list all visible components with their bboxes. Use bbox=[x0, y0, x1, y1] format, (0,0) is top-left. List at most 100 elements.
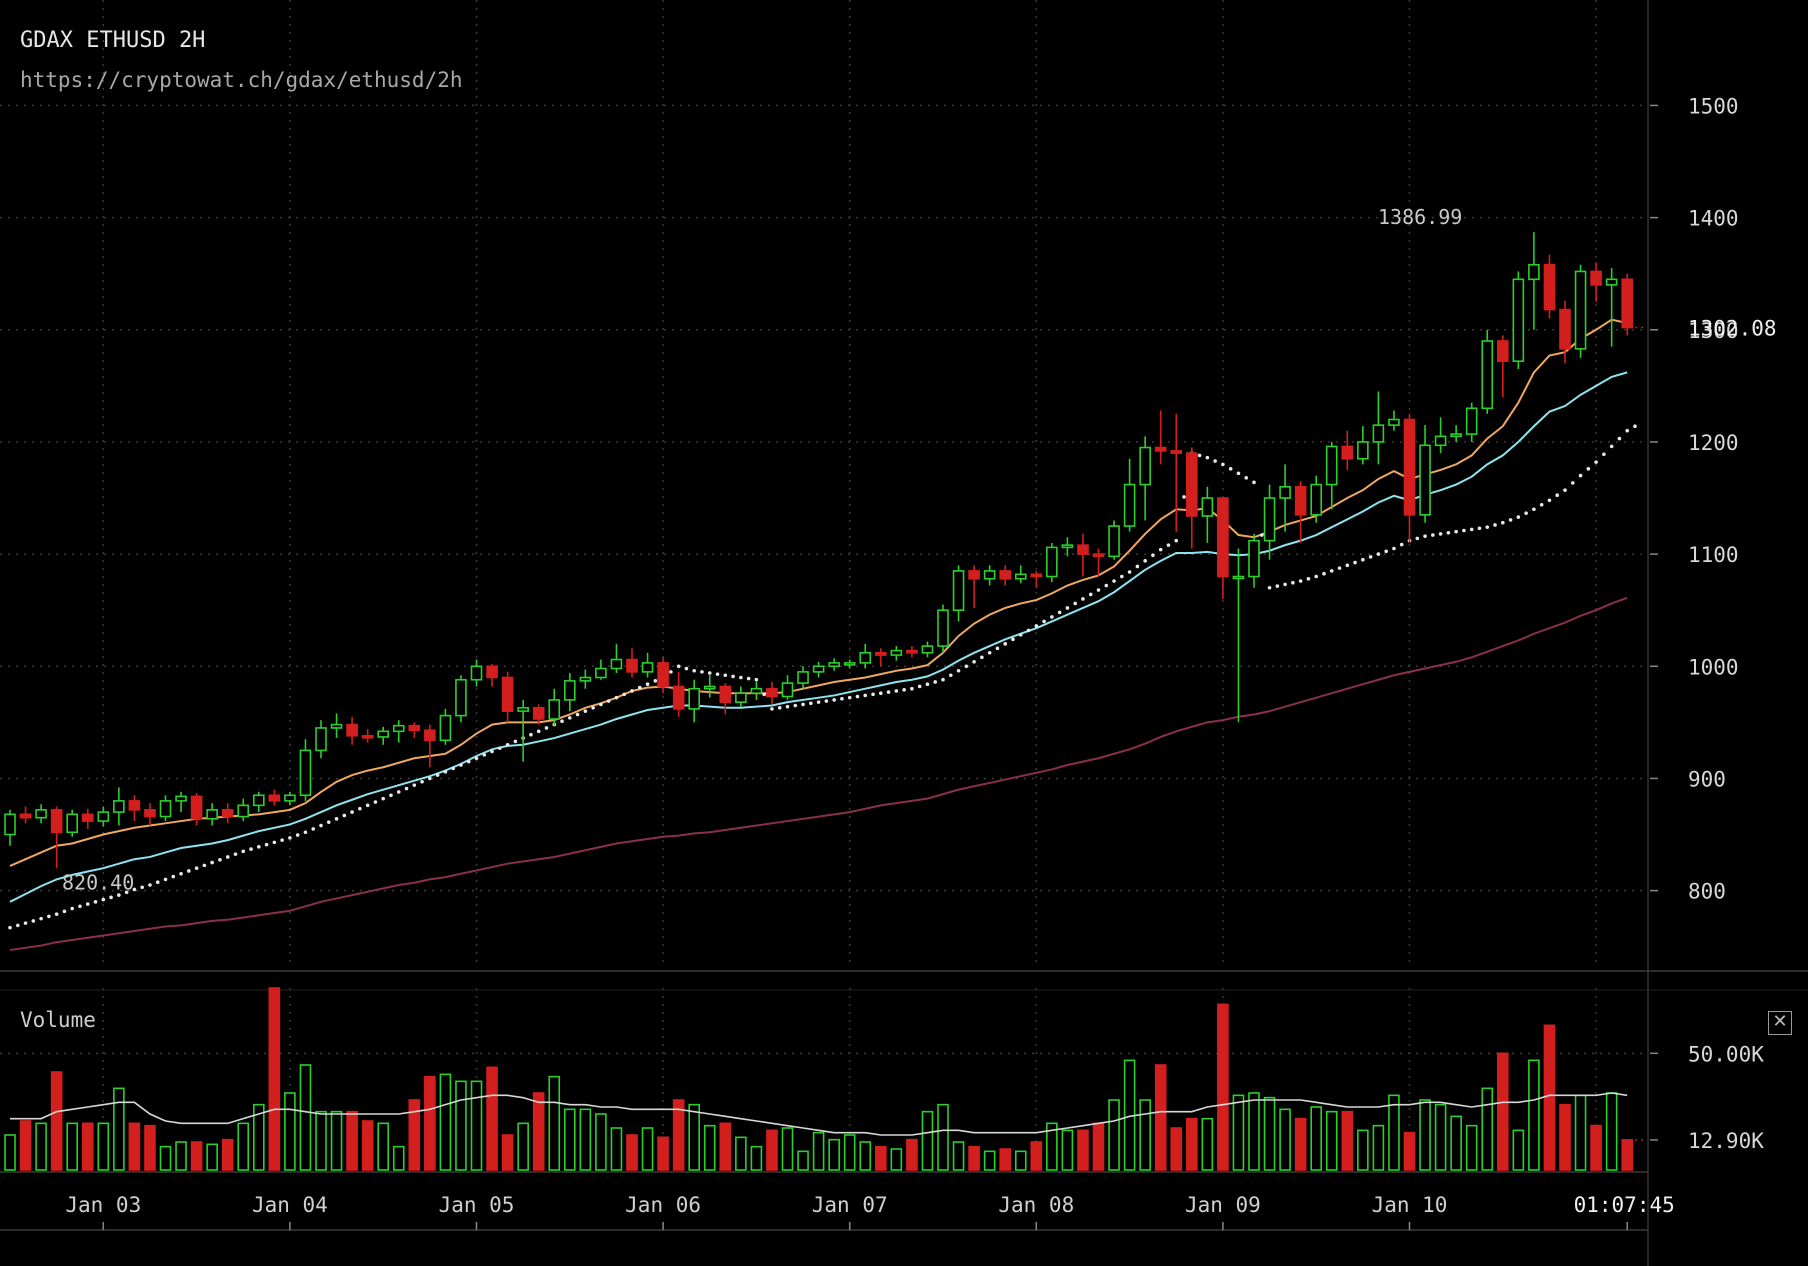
volume-bar bbox=[1481, 1087, 1494, 1171]
volume-bar bbox=[175, 1141, 187, 1171]
sar-dot bbox=[451, 766, 455, 771]
chart-url[interactable]: https://cryptowat.ch/gdax/ethusd/2h bbox=[20, 68, 463, 92]
low-price-annotation: 820.40 bbox=[62, 871, 134, 895]
sar-dot bbox=[218, 857, 222, 862]
sar-dot bbox=[956, 668, 961, 673]
candle-body bbox=[1217, 497, 1229, 578]
volume-bar bbox=[1294, 1117, 1307, 1171]
volume-tick-label: 12.90K bbox=[1688, 1129, 1764, 1153]
close-icon[interactable]: ✕ bbox=[1768, 1011, 1792, 1035]
candle bbox=[392, 720, 405, 743]
candle bbox=[284, 791, 296, 806]
candle-body bbox=[672, 685, 685, 710]
candle bbox=[626, 648, 638, 678]
volume-bar bbox=[190, 1141, 203, 1171]
sar-dot bbox=[466, 759, 471, 764]
candle-body bbox=[1403, 418, 1416, 516]
candle bbox=[81, 808, 94, 829]
candle-body bbox=[952, 570, 965, 611]
candle-body bbox=[563, 680, 576, 701]
sar-dot bbox=[1415, 536, 1420, 541]
sar-dot bbox=[15, 923, 20, 928]
candle bbox=[377, 726, 390, 745]
candle-body bbox=[937, 609, 949, 647]
sar-dot bbox=[1205, 455, 1210, 460]
candle bbox=[1605, 268, 1618, 347]
candle bbox=[501, 671, 514, 723]
candle bbox=[1372, 391, 1385, 465]
sar-dot bbox=[23, 921, 28, 925]
volume-bar bbox=[330, 1110, 343, 1171]
sar-dot bbox=[910, 686, 914, 691]
volume-bar bbox=[1372, 1124, 1385, 1171]
sar-dot bbox=[443, 769, 448, 774]
sar-dot bbox=[669, 670, 673, 674]
candle bbox=[781, 675, 794, 700]
candle bbox=[688, 679, 701, 723]
volume-bar bbox=[641, 1127, 654, 1171]
sar-dot bbox=[179, 871, 183, 876]
sar-dot bbox=[692, 668, 696, 673]
sar-dot bbox=[1392, 546, 1396, 551]
candle-body bbox=[1294, 486, 1307, 516]
volume-bar bbox=[859, 1141, 872, 1171]
sar-dot bbox=[832, 698, 836, 702]
volume-bar bbox=[657, 1136, 669, 1171]
candle bbox=[1092, 548, 1105, 577]
candle bbox=[455, 675, 467, 723]
sar-dot bbox=[987, 651, 992, 655]
sar-dot bbox=[1617, 436, 1622, 441]
candle bbox=[843, 659, 856, 669]
candle-body bbox=[1590, 270, 1602, 286]
ema-line bbox=[9, 318, 1628, 867]
volume-bar bbox=[1014, 1150, 1027, 1171]
volume-bar bbox=[1559, 1103, 1571, 1171]
sar-dot bbox=[187, 869, 191, 873]
candle bbox=[113, 787, 125, 826]
sar-dot bbox=[933, 680, 938, 684]
candle-body bbox=[1014, 573, 1027, 580]
candle-body bbox=[1201, 497, 1214, 517]
candle bbox=[175, 791, 187, 813]
sar-dot bbox=[1228, 467, 1233, 471]
volume-bar bbox=[19, 1120, 32, 1171]
volume-bar bbox=[486, 1066, 498, 1171]
candle bbox=[206, 803, 218, 826]
x-tick-label: Jan 03 bbox=[65, 1193, 141, 1217]
sar-dot bbox=[342, 813, 347, 818]
grid-lines bbox=[0, 0, 1658, 1170]
sar-dot bbox=[622, 692, 627, 697]
sar-dot bbox=[871, 692, 875, 697]
volume-bar bbox=[1528, 1059, 1540, 1171]
volume-bar bbox=[424, 1075, 436, 1171]
sar-dot bbox=[1555, 493, 1560, 498]
sar-dot bbox=[459, 763, 463, 767]
volume-bar bbox=[1186, 1117, 1198, 1171]
sar-dot bbox=[1501, 520, 1505, 525]
sar-dot bbox=[715, 672, 720, 676]
candle bbox=[1061, 537, 1074, 557]
sar-dot bbox=[746, 676, 751, 681]
candle-body bbox=[1077, 544, 1089, 555]
volume-bar bbox=[81, 1122, 94, 1171]
sar-dot bbox=[676, 664, 681, 669]
candle bbox=[424, 724, 436, 768]
sar-dot bbox=[1399, 542, 1404, 547]
candle bbox=[1465, 402, 1478, 442]
volume-bar bbox=[812, 1131, 825, 1171]
candle bbox=[1481, 329, 1494, 414]
y-tick-label: 1400 bbox=[1688, 207, 1739, 231]
sar-dot bbox=[1120, 574, 1124, 579]
candle-body bbox=[1139, 446, 1151, 486]
volume-bar bbox=[268, 987, 281, 1171]
volume-bar bbox=[999, 1148, 1012, 1171]
sar-dot bbox=[1609, 444, 1614, 449]
volume-bar bbox=[1605, 1092, 1618, 1171]
candle-body bbox=[657, 662, 669, 688]
volume-bar bbox=[346, 1110, 358, 1171]
sar-dot bbox=[544, 726, 549, 730]
candle-body bbox=[983, 570, 996, 580]
candle bbox=[470, 659, 483, 687]
candle-body bbox=[392, 724, 405, 733]
